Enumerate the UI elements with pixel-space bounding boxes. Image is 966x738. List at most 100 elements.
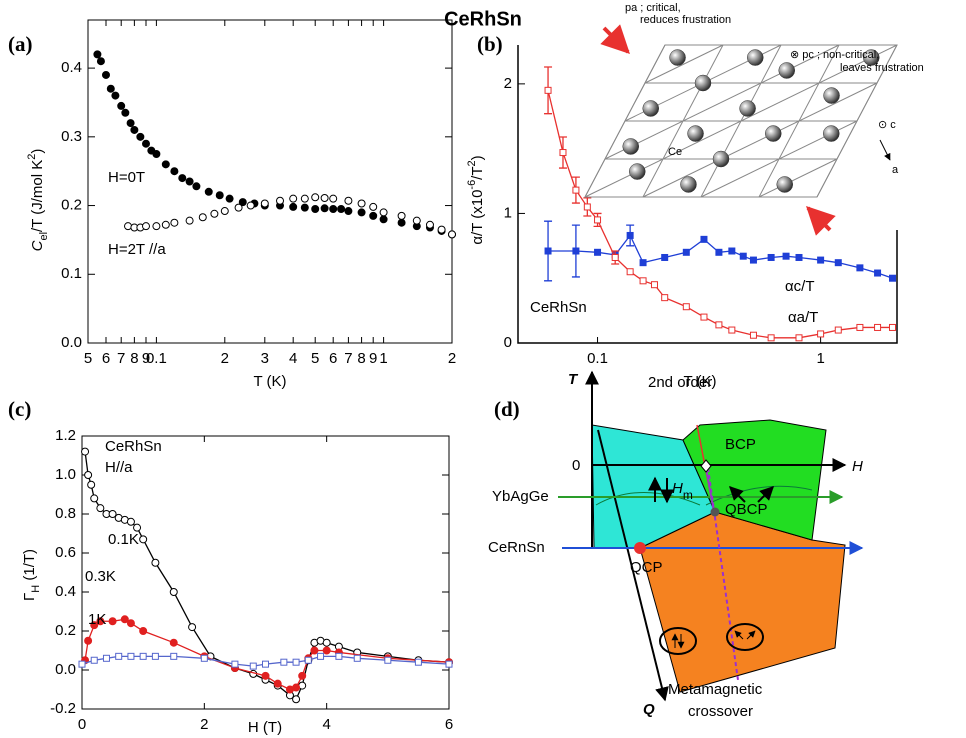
data-point [572, 247, 580, 255]
data-point [81, 447, 90, 456]
data-point [594, 216, 602, 224]
data-point [583, 203, 591, 211]
y-axis-label: ΓH (1/T) [21, 549, 42, 601]
data-point [700, 313, 708, 321]
region-orange [639, 511, 846, 693]
data-point [856, 323, 864, 331]
ce-atom [765, 125, 782, 142]
data-point [261, 671, 270, 680]
data-point [304, 656, 312, 664]
ce-atom [823, 87, 840, 104]
data-point [661, 294, 669, 302]
data-point [397, 211, 406, 220]
data-point [225, 194, 234, 203]
data-point [682, 248, 690, 256]
diagram-label: BCP [725, 436, 756, 453]
label-part: H [30, 585, 42, 593]
y-tick-label: 2 [504, 75, 512, 92]
data-point [749, 331, 757, 339]
data-point [111, 91, 120, 100]
pressure-arrow [600, 24, 630, 54]
diagram-label: H [852, 458, 863, 475]
data-point [728, 247, 736, 255]
spin-ellipse [726, 623, 764, 651]
diagram-label: QBCP [725, 501, 768, 518]
data-point [170, 652, 178, 660]
data-point [126, 119, 135, 128]
x-tick-label: 0 [78, 716, 86, 733]
annotation: CeRhSn [530, 299, 587, 316]
data-point [84, 471, 93, 479]
data-point [357, 199, 366, 208]
data-point [767, 334, 775, 342]
data-point [198, 213, 207, 222]
data-point [170, 167, 179, 176]
panel-label: (a) [8, 32, 33, 56]
x-tick-label: 1 [816, 350, 824, 367]
x-axis-label: H (T) [248, 719, 282, 736]
annotation: CeRhSn [105, 438, 162, 455]
x-tick-label: 9 [142, 350, 150, 367]
data-point [151, 558, 160, 567]
data-point [611, 253, 619, 261]
plot-frame [517, 45, 898, 344]
panel-label: (c) [8, 397, 31, 421]
data-point [78, 660, 86, 668]
data-point [445, 660, 453, 668]
data-point [96, 57, 105, 66]
x-tick-label: 3 [261, 350, 269, 367]
data-point [87, 480, 96, 489]
spin-arrow [757, 486, 774, 503]
data-point [273, 679, 282, 688]
x-tick-label: 2 [448, 350, 456, 367]
inset-text: reduces frustration [640, 14, 731, 26]
annotation: H//a [105, 459, 133, 476]
series-label: αc/T [785, 278, 815, 295]
ce-atom [739, 100, 756, 117]
data-point [300, 194, 309, 203]
data-point [115, 652, 123, 660]
diagram-label: QCP [630, 559, 663, 576]
x-tick-label: 2 [200, 716, 208, 733]
series-label: H=2T //a [108, 241, 166, 258]
data-point [425, 220, 434, 229]
x-axis-label: T (K) [253, 373, 286, 390]
diagram-label: T [568, 371, 579, 388]
series-label: αa/T [788, 309, 818, 326]
data-point [344, 196, 353, 205]
data-point [544, 86, 552, 94]
data-point [136, 132, 145, 141]
data-point [231, 660, 239, 668]
data-point [322, 646, 331, 655]
plot-frame [81, 435, 450, 710]
label-part: ) [469, 155, 486, 160]
diagram-label: 2nd order [648, 374, 712, 391]
series-label: 1K [88, 611, 106, 628]
label-part: /T [469, 166, 486, 179]
data-point [130, 125, 139, 134]
x-tick-label: 4 [289, 350, 297, 367]
ce-atom [712, 150, 730, 168]
panel-label: (b) [477, 32, 503, 56]
y-tick-label: 0.1 [61, 265, 82, 282]
data-point [280, 658, 288, 666]
data-point [767, 253, 775, 261]
data-point [200, 654, 208, 662]
data-point [353, 654, 361, 662]
data-point [594, 248, 602, 256]
data-point [626, 268, 634, 276]
data-point [874, 323, 882, 331]
diagram-label: Q [643, 701, 655, 718]
inset-text: ⊙ c [878, 119, 896, 131]
label-part: -6 [466, 180, 478, 190]
data-point [322, 638, 331, 647]
data-point [298, 671, 307, 680]
data-point [661, 253, 669, 261]
data-point [715, 321, 723, 329]
data-point [106, 84, 115, 93]
series-label: 0.3K [85, 568, 116, 585]
data-point [170, 218, 179, 227]
data-point [650, 281, 658, 289]
x-tick-label: 0.1 [587, 350, 608, 367]
data-point [320, 193, 329, 202]
